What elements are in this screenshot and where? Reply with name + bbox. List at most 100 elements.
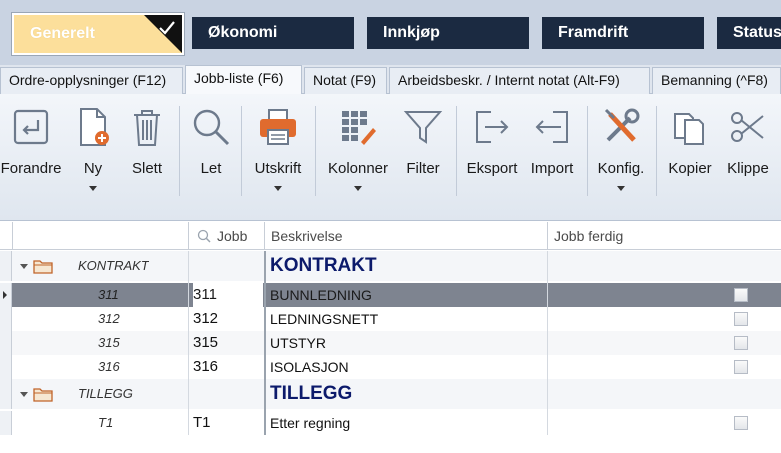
job-list-grid: Jobb Beskrivelse Jobb ferdig KONTRAKT KO… [0, 222, 781, 453]
new-document-icon [80, 108, 109, 146]
row-indicator [0, 283, 12, 307]
search-icon [193, 109, 230, 146]
collapse-arrow-icon[interactable] [20, 264, 28, 269]
ribbon-separator [315, 106, 316, 196]
ribbon-separator [456, 106, 457, 196]
jobb-ferdig-checkbox[interactable] [734, 360, 748, 374]
tab-bemanning[interactable]: Bemanning (^F8) [652, 67, 781, 94]
row-jobb: T1 [193, 414, 211, 431]
jobb-ferdig-checkbox[interactable] [734, 416, 748, 430]
main-tab-label: Generelt [30, 25, 95, 42]
chevron-down-icon [274, 186, 282, 191]
main-tab-label: Status [733, 24, 781, 41]
row-code: 311 [98, 287, 119, 302]
column-header-jobb[interactable]: Jobb [188, 222, 264, 250]
row-code: 315 [98, 335, 120, 350]
utskrift-label: Utskrift [254, 160, 302, 177]
jobb-ferdig-checkbox[interactable] [734, 288, 748, 302]
table-row[interactable]: 315 315 UTSTYR [0, 331, 781, 355]
row-code: TILLEGG [78, 386, 133, 401]
row-description: KONTRAKT [270, 255, 377, 276]
filter-label: Filter [406, 160, 440, 177]
group-row[interactable]: TILLEGG TILLEGG [0, 379, 781, 409]
slett-label: Slett [131, 160, 162, 177]
ribbon-separator [656, 106, 657, 196]
row-code: T1 [98, 415, 114, 430]
jobb-ferdig-checkbox[interactable] [734, 312, 748, 326]
column-label-beskrivelse: Beskrivelse [271, 228, 343, 244]
ny-button[interactable]: Ny [66, 102, 120, 192]
column-divider [188, 251, 189, 435]
columns-grid-icon [342, 111, 376, 145]
main-tab-innkjop[interactable]: Innkjøp [367, 17, 529, 49]
let-button[interactable]: Let [186, 102, 236, 192]
copy-icon [674, 113, 704, 145]
checkmark-icon [159, 21, 175, 35]
filter-button[interactable]: Filter [398, 102, 448, 192]
row-code: 316 [98, 359, 120, 374]
tab-label: Jobb-liste (F6) [194, 70, 284, 86]
import-icon [535, 111, 568, 143]
search-icon [197, 229, 211, 243]
eksport-label: Eksport [466, 160, 518, 177]
main-tab-framdrift[interactable]: Framdrift [542, 17, 704, 49]
main-nav-bar: Generelt Økonomi Innkjøp Framdrift Statu… [0, 0, 781, 65]
row-jobb: 316 [193, 358, 219, 375]
slett-button[interactable]: Slett [122, 102, 172, 192]
row-description: UTSTYR [270, 335, 326, 351]
row-indicator [0, 379, 12, 409]
tab-label: Arbeidsbeskr. / Internt notat (Alt-F9) [398, 72, 620, 88]
row-indicator [0, 307, 12, 331]
collapse-arrow-icon[interactable] [20, 392, 28, 397]
table-row[interactable]: 316 316 ISOLASJON [0, 355, 781, 379]
current-row-arrow-icon [3, 291, 7, 299]
tab-ordre-opplysninger[interactable]: Ordre-opplysninger (F12) [0, 67, 183, 94]
row-code: KONTRAKT [78, 258, 149, 273]
forandre-button[interactable]: Forandre [0, 102, 62, 192]
kolonner-button[interactable]: Kolonner [322, 102, 394, 192]
eksport-button[interactable]: Eksport [462, 102, 522, 192]
row-jobb: 312 [193, 310, 219, 327]
tab-label: Ordre-opplysninger (F12) [9, 72, 167, 88]
table-row[interactable]: T1 T1 Etter regning [0, 411, 781, 435]
klippe-button[interactable]: Klippe [722, 102, 774, 192]
group-row[interactable]: KONTRAKT KONTRAKT [0, 251, 781, 281]
grid-header: Jobb Beskrivelse Jobb ferdig [0, 222, 781, 250]
row-description: LEDNINGSNETT [270, 311, 379, 327]
konfig-button[interactable]: Konfig. [592, 102, 650, 192]
tab-arbeidsbeskr[interactable]: Arbeidsbeskr. / Internt notat (Alt-F9) [389, 67, 650, 94]
table-row[interactable]: 312 312 LEDNINGSNETT [0, 307, 781, 331]
column-label-jobb-ferdig: Jobb ferdig [554, 228, 624, 244]
toolbar-ribbon: Forandre Ny Slett Let [0, 94, 781, 221]
main-tab-okonomi[interactable]: Økonomi [192, 17, 354, 49]
chevron-down-icon [89, 186, 97, 191]
kolonner-label: Kolonner [327, 160, 389, 177]
column-divider [547, 251, 548, 435]
funnel-icon [403, 111, 443, 144]
column-header-jobb-ferdig[interactable]: Jobb ferdig [547, 222, 781, 250]
main-tab-generelt[interactable]: Generelt [12, 13, 184, 55]
row-indicator [0, 411, 12, 435]
row-indicator [0, 251, 12, 281]
utskrift-button[interactable]: Utskrift [246, 102, 310, 192]
row-description: TILLEGG [270, 383, 353, 404]
scissors-icon [731, 112, 764, 142]
column-header-beskrivelse[interactable]: Beskrivelse [264, 222, 547, 250]
export-icon [476, 111, 509, 143]
folder-icon [33, 388, 53, 402]
row-indicator [0, 355, 12, 379]
printer-icon [260, 109, 296, 145]
tab-jobb-liste[interactable]: Jobb-liste (F6) [185, 65, 302, 95]
main-tab-status[interactable]: Status [717, 17, 781, 49]
header-tree [12, 222, 188, 250]
import-button[interactable]: Import [524, 102, 580, 192]
header-row-indicator [0, 222, 12, 250]
klippe-label: Klippe [727, 160, 769, 177]
jobb-ferdig-checkbox[interactable] [734, 336, 748, 350]
ribbon-separator [241, 106, 242, 196]
tab-notat[interactable]: Notat (F9) [304, 67, 387, 94]
kopier-button[interactable]: Kopier [664, 102, 716, 192]
row-code: 312 [98, 311, 120, 326]
table-row[interactable]: 311 311 BUNNLEDNING [0, 283, 781, 307]
sub-tab-bar: Ordre-opplysninger (F12) Jobb-liste (F6)… [0, 65, 781, 95]
